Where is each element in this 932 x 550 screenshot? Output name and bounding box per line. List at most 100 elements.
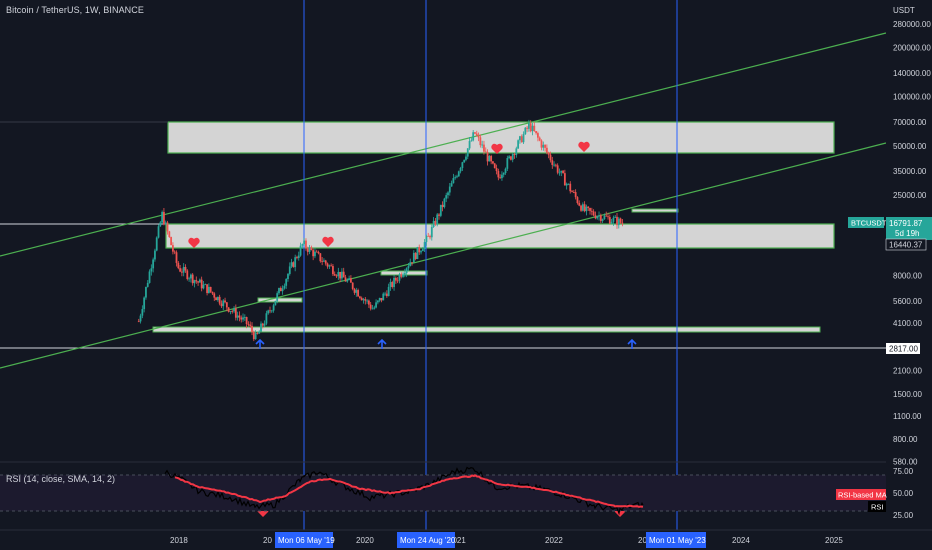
candle[interactable] — [209, 286, 212, 292]
candle[interactable] — [283, 285, 286, 289]
candle[interactable] — [367, 300, 370, 305]
candle[interactable] — [189, 274, 192, 279]
candle[interactable] — [353, 288, 356, 293]
candle[interactable] — [148, 271, 151, 283]
candle[interactable] — [614, 216, 617, 218]
candle[interactable] — [430, 226, 433, 238]
candle[interactable] — [513, 154, 516, 155]
candle[interactable] — [256, 332, 259, 334]
candle[interactable] — [474, 132, 476, 134]
candle[interactable] — [299, 245, 302, 256]
candle[interactable] — [261, 323, 264, 326]
candle[interactable] — [574, 192, 577, 198]
candle[interactable] — [260, 323, 262, 332]
support-zone-middle[interactable] — [165, 223, 835, 249]
candle[interactable] — [594, 215, 597, 219]
candle[interactable] — [499, 177, 502, 179]
candle[interactable] — [384, 293, 386, 295]
candle[interactable] — [164, 222, 167, 225]
candle[interactable] — [161, 211, 164, 223]
candle[interactable] — [488, 155, 491, 162]
candle[interactable] — [150, 268, 153, 272]
candle[interactable] — [308, 247, 311, 252]
candle[interactable] — [391, 282, 394, 288]
candle[interactable] — [506, 158, 509, 169]
candle[interactable] — [193, 280, 196, 284]
candle[interactable] — [569, 183, 572, 192]
candle[interactable] — [556, 165, 559, 173]
candle[interactable] — [301, 244, 304, 246]
candle[interactable] — [436, 214, 439, 225]
candle[interactable] — [216, 296, 219, 301]
candle[interactable] — [145, 286, 147, 298]
candle[interactable] — [477, 135, 480, 138]
candle[interactable] — [450, 183, 453, 187]
candle[interactable] — [252, 332, 255, 340]
candle[interactable] — [279, 288, 282, 292]
candle[interactable] — [585, 206, 588, 212]
candle[interactable] — [493, 163, 496, 169]
candle[interactable] — [441, 204, 444, 208]
candle[interactable] — [535, 131, 537, 134]
candle[interactable] — [265, 313, 268, 324]
candle[interactable] — [285, 279, 288, 286]
candle[interactable] — [186, 270, 189, 280]
candle[interactable] — [616, 216, 618, 226]
candle[interactable] — [567, 183, 570, 185]
candle[interactable] — [465, 156, 467, 160]
candle[interactable] — [238, 315, 241, 318]
candle[interactable] — [152, 259, 155, 269]
candle[interactable] — [355, 290, 358, 293]
candle[interactable] — [297, 255, 300, 259]
candle[interactable] — [484, 151, 487, 153]
candle[interactable] — [411, 262, 413, 264]
candle[interactable] — [333, 274, 336, 276]
candle[interactable] — [330, 265, 333, 267]
candle[interactable] — [170, 237, 173, 246]
candle[interactable] — [396, 280, 399, 282]
candle[interactable] — [344, 277, 347, 282]
candle[interactable] — [139, 315, 142, 322]
candle[interactable] — [605, 215, 608, 217]
candle[interactable] — [456, 176, 458, 178]
candle[interactable] — [222, 300, 225, 307]
candle[interactable] — [198, 279, 201, 283]
candle[interactable] — [492, 161, 494, 164]
candle[interactable] — [475, 133, 478, 136]
channel-upper-line[interactable] — [0, 32, 887, 257]
candle[interactable] — [454, 177, 457, 179]
candle[interactable] — [213, 293, 216, 298]
candle[interactable] — [306, 248, 309, 252]
candle[interactable] — [583, 204, 586, 212]
candle[interactable] — [439, 204, 442, 216]
candle[interactable] — [389, 282, 392, 287]
candle[interactable] — [501, 174, 503, 179]
candle[interactable] — [598, 215, 600, 217]
candle[interactable] — [181, 271, 183, 273]
candle[interactable] — [245, 316, 248, 325]
candle[interactable] — [324, 260, 327, 264]
candle[interactable] — [225, 302, 228, 308]
candle[interactable] — [332, 266, 334, 275]
candle[interactable] — [364, 299, 367, 301]
candle[interactable] — [427, 235, 430, 237]
candle[interactable] — [472, 132, 475, 141]
candle[interactable] — [547, 152, 550, 155]
zone-small-2022[interactable] — [631, 208, 679, 213]
candle[interactable] — [362, 299, 365, 301]
candle[interactable] — [224, 300, 226, 303]
candle[interactable] — [617, 218, 620, 226]
candle[interactable] — [305, 240, 307, 249]
candle[interactable] — [536, 133, 539, 138]
candle[interactable] — [303, 240, 306, 245]
candle[interactable] — [558, 172, 561, 174]
candle[interactable] — [267, 310, 270, 314]
candle[interactable] — [137, 321, 140, 323]
candle[interactable] — [563, 173, 566, 186]
candle[interactable] — [236, 315, 239, 318]
candle[interactable] — [369, 304, 372, 309]
candle[interactable] — [382, 293, 385, 301]
candle[interactable] — [191, 274, 194, 284]
candle[interactable] — [380, 297, 383, 301]
candle[interactable] — [281, 288, 284, 292]
